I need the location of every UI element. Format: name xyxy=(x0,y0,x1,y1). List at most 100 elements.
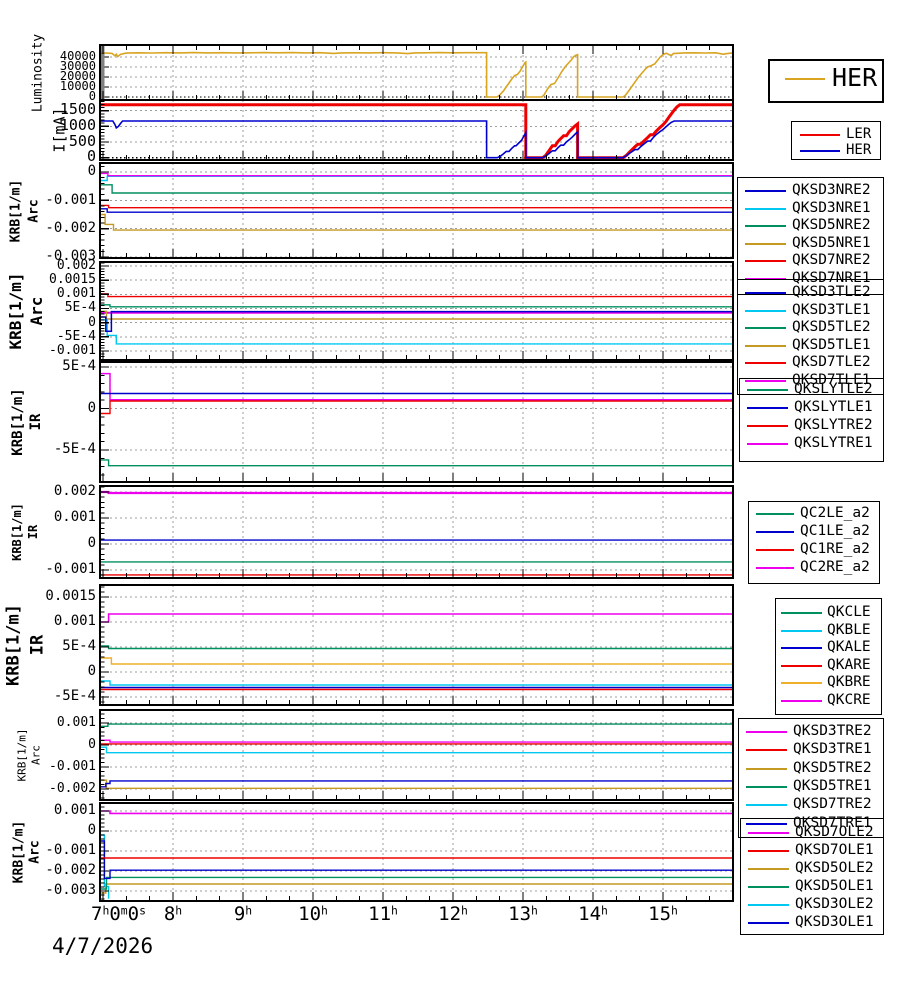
y-tick-label: 0 xyxy=(86,147,96,166)
legend-ly xyxy=(739,378,884,462)
legend-entry-label: QC2LE_a2 xyxy=(800,505,870,522)
axis-label-krb-arc-ole: KRB[1/m] xyxy=(11,820,27,884)
y-tick-label: 0.002 xyxy=(56,257,96,273)
axis-label-krb-arc-nre: Arc xyxy=(26,198,42,223)
legend-entry-label: HER xyxy=(846,142,872,159)
legend-entry-line xyxy=(800,134,840,136)
series-QKSLYTRE2-line xyxy=(100,400,733,415)
legend-entry-line xyxy=(781,664,822,667)
subplot-current xyxy=(99,99,734,161)
legend-entry-label: QKSD5OLE2 xyxy=(795,860,874,877)
x-tick-label: 11h xyxy=(368,903,398,925)
subplot-krb-arc-tre xyxy=(99,709,734,801)
x-tick-label: 12h xyxy=(438,903,468,925)
legend-entry-line xyxy=(746,822,787,825)
series-QKSD5NRE1 xyxy=(100,213,733,231)
legend-entry-line xyxy=(756,513,794,515)
legend-entry-label: QKSD3OLE1 xyxy=(795,914,874,931)
axis-label-luminosity: Luminosity xyxy=(30,33,46,112)
legend-entry-line xyxy=(781,612,822,614)
y-tick-label: 0 xyxy=(87,822,96,839)
series-QKSD7TRE1-line xyxy=(100,780,733,788)
y-tick-label: 0.001 xyxy=(53,802,96,819)
y-tick-label: 10000 xyxy=(59,79,96,94)
axis-label-krb-ir-ly: KRB[1/m] xyxy=(10,388,26,456)
legend-entry-line xyxy=(746,749,787,752)
legend-entry-line xyxy=(747,389,788,391)
series-QKSD5NRE2 xyxy=(100,184,733,194)
legend-entry-line xyxy=(747,425,788,427)
legend-entry-line xyxy=(746,804,787,807)
legend-entry-label: QKCRE xyxy=(827,692,871,709)
legend-entry-label: QKSD7OLE2 xyxy=(795,824,874,841)
y-tick-label: -0.001 xyxy=(45,842,96,859)
series-QKBLE-line xyxy=(100,680,733,686)
y-tick-label: 5E-4 xyxy=(64,300,96,316)
legend-qk xyxy=(775,598,882,715)
subplot-krb-arc-tle xyxy=(99,261,734,361)
legend-entry-label: QKSD3NRE2 xyxy=(792,182,871,199)
legend-entry-label: QKSLYTLE1 xyxy=(794,399,873,416)
legend-nre xyxy=(737,177,884,295)
axis-label-krb-ir-qk: KRB[1/m] xyxy=(3,604,24,686)
axis-label-krb-arc-nre: KRB[1/m] xyxy=(8,179,24,242)
legend-entry-line xyxy=(745,327,786,330)
y-tick-label: -0.002 xyxy=(49,780,96,796)
y-tick-label: -0.003 xyxy=(45,882,96,899)
y-tick-label: 0 xyxy=(87,399,96,416)
y-tick-label: -5E-4 xyxy=(56,328,96,344)
legend-entry-line xyxy=(745,260,786,263)
legend-entry-line xyxy=(745,242,786,245)
legend-entry-line xyxy=(785,78,825,80)
y-tick-label: -0.002 xyxy=(45,862,96,879)
subplot-krb-arc-ole xyxy=(99,802,734,902)
axis-label-krb-ir-qk: IR xyxy=(27,634,48,656)
legend-entry-label: QKSD7TLE2 xyxy=(792,354,871,371)
series-HER-current xyxy=(100,120,733,159)
legend-entry-label: QKSD5TRE2 xyxy=(793,759,872,776)
y-tick-label: 5E-4 xyxy=(62,358,96,375)
legend-entry-label: QKSD3TRE1 xyxy=(793,741,872,758)
x-tick-label: 10h xyxy=(298,903,328,925)
legend-currents xyxy=(791,121,881,160)
legend-entry-label: QKSLYTRE2 xyxy=(794,417,873,434)
legend-entry-line xyxy=(748,886,789,888)
y-tick-label: 500 xyxy=(68,131,96,150)
y-tick-label: 0.0015 xyxy=(45,588,96,605)
legend-entry-line xyxy=(781,629,822,632)
legend-ole xyxy=(740,818,884,935)
legend-entry-line xyxy=(748,832,789,834)
x-tick-label: 8h xyxy=(163,903,183,925)
legend-entry-label: QKSD7TRE1 xyxy=(793,814,872,831)
y-tick-label: -0.001 xyxy=(45,191,96,208)
y-tick-label: 0.001 xyxy=(53,613,96,630)
legend-entry-line xyxy=(747,443,788,445)
x-tick-label: 15h xyxy=(648,903,678,925)
legend-entry-label: QKSD7TRE2 xyxy=(793,796,872,813)
y-tick-label: 0 xyxy=(88,314,96,330)
y-tick-label: 30000 xyxy=(59,59,96,74)
legend-entry-label: QKBRE xyxy=(827,674,871,691)
series-QKSLYTRE1-line xyxy=(100,372,733,401)
legend-entry-label: QKSD7OLE1 xyxy=(795,842,874,859)
y-tick-label: -0.002 xyxy=(45,219,96,236)
legend-entry-line xyxy=(746,731,787,733)
legend-entry-line xyxy=(745,292,786,294)
legend-qc xyxy=(748,501,880,584)
series-QKSD7TLE1-line xyxy=(100,310,733,332)
legend-entry-line xyxy=(756,549,794,551)
legend-entry-line xyxy=(745,190,786,192)
y-tick-label: -0.003 xyxy=(45,248,96,265)
subplot-luminosity xyxy=(99,44,734,101)
y-tick-label: -5E-4 xyxy=(53,441,96,458)
legend-tre xyxy=(738,718,884,838)
axis-label-krb-arc-ole: Arc xyxy=(27,840,43,864)
y-tick-label: 1000 xyxy=(59,116,96,135)
legend-entry-line xyxy=(745,309,786,312)
y-tick-label: -5E-4 xyxy=(53,688,96,705)
x-tick-label: 7h0m0s xyxy=(91,903,146,925)
axis-label-krb-ir-qc: IR xyxy=(26,524,40,540)
series-QKSD5TRE1-line xyxy=(100,723,733,727)
legend-entry-label: QKSD3TLE2 xyxy=(792,284,871,301)
